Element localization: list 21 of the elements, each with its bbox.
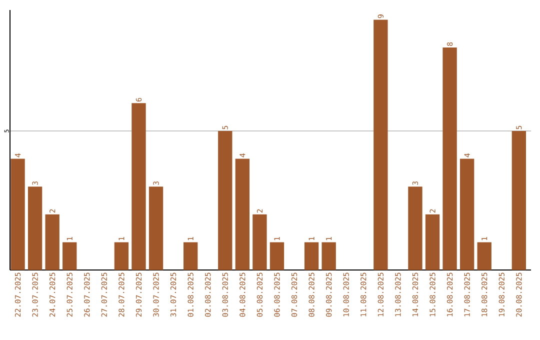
bar (62, 242, 77, 270)
bar (45, 214, 60, 270)
bar (114, 242, 129, 270)
bar (460, 158, 474, 270)
bar (183, 242, 198, 270)
bar (132, 103, 146, 270)
bar (218, 130, 232, 270)
bar (425, 214, 440, 270)
bar (270, 242, 284, 270)
bar (28, 186, 42, 270)
bar (148, 186, 164, 270)
bar (10, 158, 25, 270)
bar (374, 20, 388, 270)
bar (322, 242, 336, 270)
bar (408, 186, 422, 270)
bar (304, 242, 319, 270)
bar (442, 48, 457, 270)
bar (512, 130, 526, 270)
bar (235, 158, 250, 270)
bar (252, 214, 267, 270)
bar (477, 242, 492, 270)
